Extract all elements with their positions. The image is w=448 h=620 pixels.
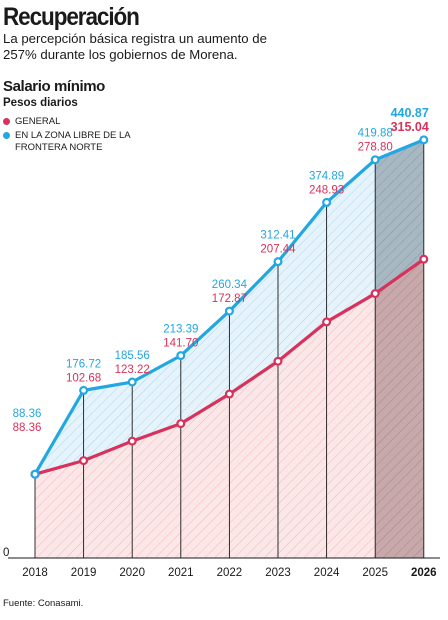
point-general-2019 [79, 456, 89, 466]
data-label-general-2021: 141.70 [163, 338, 198, 350]
legend: General En la Zona Libre de la Frontera … [3, 116, 140, 156]
page-title: Recuperación [3, 3, 140, 31]
data-label-general-2022: 172.87 [212, 293, 247, 305]
data-label-frontera-2025: 419.88 [358, 128, 393, 140]
point-frontera-2026 [419, 135, 429, 145]
point-frontera-2024 [322, 197, 332, 207]
x-tick-label-2024: 2024 [314, 567, 340, 579]
data-label-frontera-2026: 440.87 [391, 106, 429, 120]
area-general-highlight [375, 259, 424, 558]
x-tick-label-2021: 2021 [168, 567, 194, 579]
data-label-general-2025: 278.80 [358, 142, 393, 154]
x-tick-label-2022: 2022 [217, 567, 243, 579]
point-general-2026 [419, 254, 429, 264]
point-frontera-2022 [224, 306, 234, 316]
x-tick-label-2026: 2026 [411, 567, 437, 579]
legend-item-general: General [3, 116, 140, 128]
data-label-general-2019: 102.68 [66, 372, 101, 384]
data-label-frontera-2022: 260.34 [212, 279, 248, 291]
source-note: Fuente: Conasami. [3, 598, 84, 609]
y-axis-unit-label: Pesos diarios [3, 97, 78, 109]
legend-marker-frontera [3, 132, 10, 139]
point-frontera-2025 [370, 155, 380, 165]
data-label-frontera-2024: 374.89 [309, 170, 344, 182]
chart-title: Salario mínimo [3, 78, 105, 95]
point-frontera-2020 [127, 377, 137, 387]
x-tick-label-2025: 2025 [362, 567, 388, 579]
y-tick-label: 0 [3, 547, 9, 559]
page-subtitle: La percepción básica registra un aumento… [3, 31, 267, 62]
area-frontera-highlight [375, 139, 424, 294]
point-general-2021 [176, 419, 186, 429]
data-label-frontera-2018: 88.36 [13, 408, 42, 420]
data-label-frontera-2019: 176.72 [66, 358, 101, 370]
point-frontera-2021 [176, 351, 186, 361]
legend-marker-general [3, 118, 10, 125]
data-label-general-2018: 88.36 [13, 422, 42, 434]
data-label-general-2023: 207.44 [260, 244, 296, 256]
x-tick-label-2018: 2018 [22, 567, 48, 579]
point-frontera-2023 [273, 257, 283, 267]
data-label-frontera-2023: 312.41 [260, 230, 295, 242]
point-frontera-2019 [79, 385, 89, 395]
data-label-general-2026: 315.04 [391, 120, 429, 134]
point-frontera-2018 [30, 469, 40, 479]
point-general-2023 [273, 356, 283, 366]
data-label-frontera-2020: 185.56 [115, 350, 150, 362]
legend-label-general: General [15, 116, 61, 127]
point-general-2020 [127, 436, 137, 446]
point-general-2022 [224, 389, 234, 399]
plot-area: 0 88.36 88.36 176.72 102.68 185.56 123.22 213.3… [3, 106, 440, 579]
x-tick-label-2019: 2019 [71, 567, 97, 579]
legend-item-frontera: En la Zona Libre de la Frontera Norte [3, 130, 140, 154]
x-tick-label-2023: 2023 [265, 567, 291, 579]
x-tick-label-2020: 2020 [119, 567, 145, 579]
data-label-general-2024: 248.93 [309, 184, 344, 196]
data-label-general-2020: 123.22 [115, 364, 150, 376]
data-label-frontera-2021: 213.39 [163, 324, 198, 336]
point-general-2025 [370, 289, 380, 299]
point-general-2024 [322, 317, 332, 327]
legend-label-frontera: En la Zona Libre de la Frontera Norte [15, 130, 131, 153]
